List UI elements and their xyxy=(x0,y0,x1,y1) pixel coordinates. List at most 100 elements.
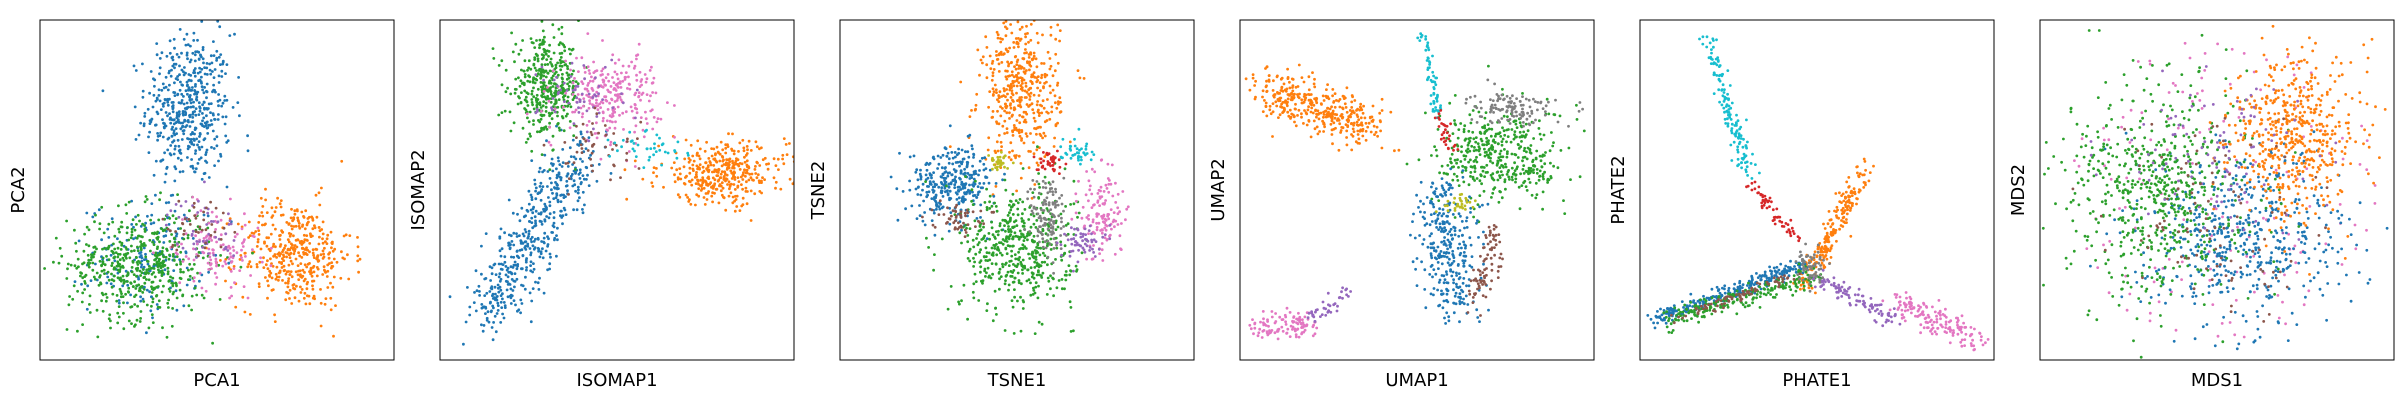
data-point xyxy=(107,278,111,282)
data-point xyxy=(652,153,655,157)
data-point xyxy=(933,233,937,237)
data-point xyxy=(717,168,721,172)
data-point xyxy=(529,251,533,255)
data-point xyxy=(311,251,315,255)
data-point xyxy=(575,101,579,104)
data-point xyxy=(270,216,274,219)
data-point xyxy=(634,91,638,95)
data-point xyxy=(533,81,537,85)
data-point xyxy=(574,168,577,171)
data-point xyxy=(971,203,975,207)
data-point xyxy=(503,231,506,235)
data-point xyxy=(174,203,178,206)
data-point xyxy=(496,301,500,305)
data-point xyxy=(1032,214,1036,218)
data-point xyxy=(698,157,702,161)
data-point xyxy=(247,220,251,224)
data-point xyxy=(178,281,182,285)
data-point xyxy=(507,241,510,245)
data-point xyxy=(481,329,485,333)
data-point xyxy=(1059,240,1063,244)
data-point xyxy=(539,198,543,202)
data-point xyxy=(715,187,719,191)
data-point xyxy=(546,94,549,98)
data-point xyxy=(550,188,553,192)
data-point xyxy=(196,242,199,246)
data-point xyxy=(295,208,299,212)
data-point xyxy=(134,69,138,72)
data-point xyxy=(288,297,291,300)
data-point xyxy=(958,302,961,306)
data-point xyxy=(985,46,989,49)
data-point xyxy=(946,189,949,193)
data-point xyxy=(519,298,523,302)
data-point xyxy=(150,287,154,291)
data-point xyxy=(535,93,539,97)
data-point xyxy=(167,136,171,140)
data-point xyxy=(277,278,280,282)
data-point xyxy=(577,106,580,110)
data-point xyxy=(723,170,726,174)
data-point xyxy=(308,270,311,273)
data-point xyxy=(183,217,187,221)
data-point xyxy=(628,87,632,91)
data-point xyxy=(132,273,136,276)
data-point xyxy=(274,206,278,209)
data-point xyxy=(1010,92,1014,95)
data-point xyxy=(93,220,96,224)
data-point xyxy=(85,243,88,246)
data-point xyxy=(1118,234,1122,238)
data-point xyxy=(215,49,219,53)
data-point xyxy=(983,269,986,273)
data-point xyxy=(309,235,313,239)
data-point xyxy=(731,201,735,205)
data-point xyxy=(555,167,558,171)
data-point xyxy=(257,285,261,288)
data-point xyxy=(126,251,130,255)
data-point xyxy=(191,166,195,170)
data-point xyxy=(577,188,580,192)
data-point xyxy=(73,228,76,232)
data-point xyxy=(516,212,519,216)
data-point xyxy=(221,101,225,105)
data-point xyxy=(172,91,176,94)
data-point xyxy=(172,122,176,126)
data-point xyxy=(167,257,171,261)
data-point xyxy=(154,123,158,127)
data-point xyxy=(193,214,197,218)
data-point xyxy=(532,95,536,99)
data-point xyxy=(106,227,110,231)
data-point xyxy=(116,311,120,315)
data-point xyxy=(954,161,958,164)
data-point xyxy=(173,165,177,169)
data-point xyxy=(580,115,584,119)
data-point xyxy=(1012,41,1016,44)
data-point xyxy=(732,152,736,156)
data-point xyxy=(554,181,557,184)
data-point xyxy=(177,215,181,219)
data-point xyxy=(243,310,247,314)
data-point xyxy=(611,106,615,110)
data-point xyxy=(212,40,215,43)
data-point xyxy=(86,284,90,288)
data-point xyxy=(530,221,534,225)
data-point xyxy=(675,168,679,172)
data-point xyxy=(1032,71,1036,74)
data-point xyxy=(966,214,969,218)
data-point xyxy=(611,76,614,79)
data-point xyxy=(539,117,543,121)
data-point xyxy=(1009,82,1013,86)
data-point xyxy=(741,178,745,181)
data-point xyxy=(1005,273,1009,277)
data-point xyxy=(1051,190,1054,194)
data-point xyxy=(528,80,532,84)
data-point xyxy=(228,252,232,255)
data-point xyxy=(1019,329,1023,333)
data-point xyxy=(960,228,963,232)
data-point xyxy=(572,122,576,125)
data-point xyxy=(1013,106,1016,110)
data-point xyxy=(82,249,86,253)
data-point xyxy=(1060,258,1064,262)
data-point xyxy=(741,187,744,191)
data-point xyxy=(499,321,503,324)
